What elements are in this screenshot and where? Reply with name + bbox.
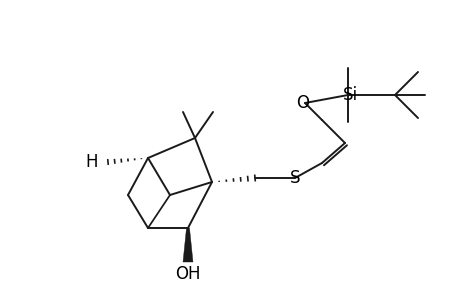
Text: Si: Si xyxy=(341,86,357,104)
Text: O: O xyxy=(296,94,309,112)
Text: H: H xyxy=(85,153,98,171)
Text: OH: OH xyxy=(175,265,200,283)
Polygon shape xyxy=(183,228,193,262)
Text: S: S xyxy=(289,169,300,187)
